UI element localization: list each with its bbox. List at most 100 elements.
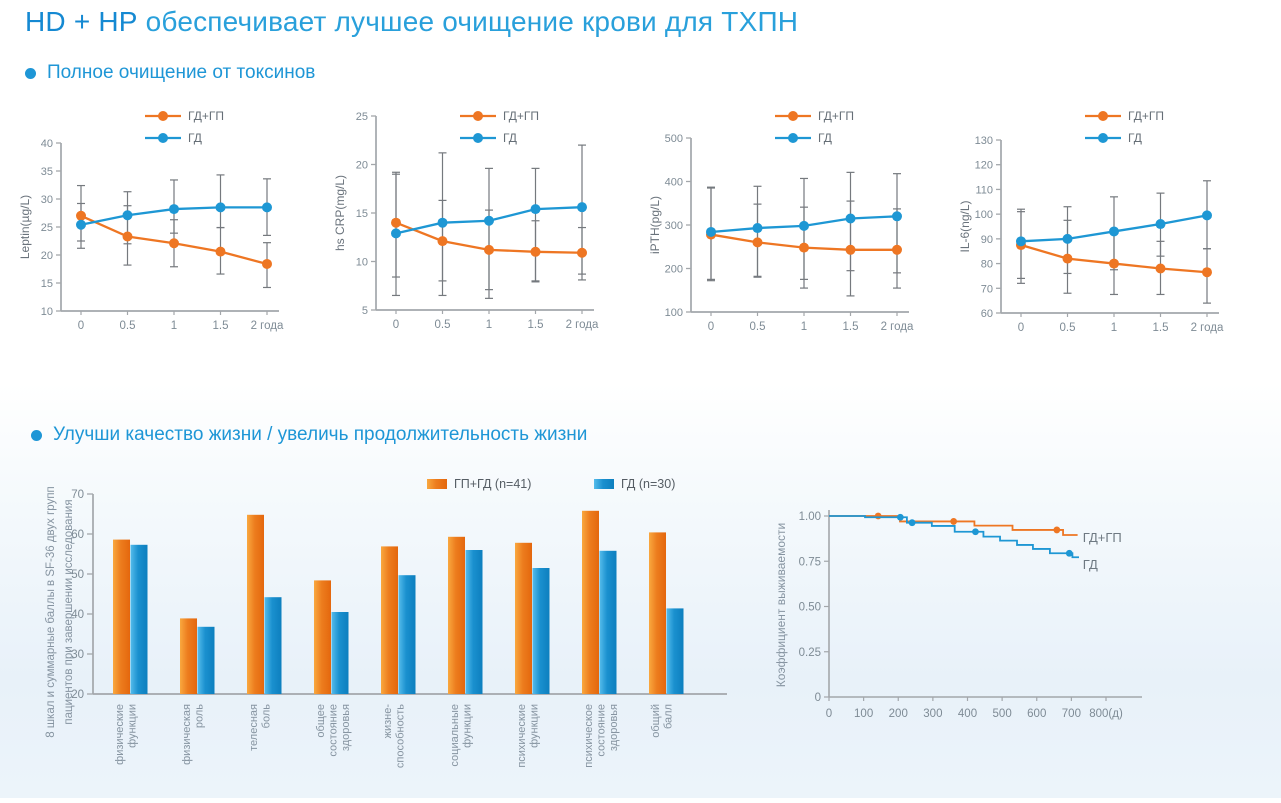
svg-text:130: 130 [975,135,993,147]
svg-text:400: 400 [958,708,977,720]
svg-text:боль: боль [261,704,273,729]
chart-sf36: 20 30 40 50 60 70 8 шкал и суммарные баллы в S… [20,452,765,798]
svg-text:ГД+ГП: ГД+ГП [1083,530,1122,545]
svg-text:состояние: состояние [328,704,340,757]
svg-text:2 года: 2 года [881,321,914,333]
survival-chart-svg: 0 0.25 0.50 0.75 1.00 0 100 200 300 400 500 600 700 8… [774,510,1142,720]
svg-text:ГД (n=30): ГД (n=30) [621,477,675,491]
svg-text:700: 700 [1062,708,1081,720]
svg-text:психические: психические [516,704,528,768]
svg-text:10: 10 [41,306,53,318]
chart-ipth: 100 200 300 400 500 0 0.5 1 1.5 2 года iPTH(pg/L) Г… [645,100,957,350]
svg-text:70: 70 [981,283,993,295]
svg-text:ГП+ГД (n=41): ГП+ГД (n=41) [454,477,531,491]
svg-text:40: 40 [71,609,84,621]
svg-text:1.00: 1.00 [799,511,821,523]
svg-text:100: 100 [665,307,683,319]
svg-text:15: 15 [356,208,368,220]
svg-text:2 года: 2 года [1191,322,1224,334]
svg-text:iPTH(pg/L): iPTH(pg/L) [648,196,662,254]
svg-text:0.25: 0.25 [799,647,821,659]
svg-text:физическая: физическая [181,704,193,765]
chart-il6: 60 70 80 90 100 110 120 130 0 0.5 1 1.5 2 года IL-6(n… [955,100,1267,350]
svg-text:200: 200 [665,264,683,276]
svg-text:IL-6(ng/L): IL-6(ng/L) [958,200,972,252]
svg-text:здоровья: здоровья [608,704,620,751]
svg-text:600: 600 [1027,708,1046,720]
svg-text:социальные: социальные [449,704,461,767]
svg-text:1.5: 1.5 [213,320,229,332]
svg-text:ГД: ГД [818,131,832,145]
svg-text:8 шкал и суммарные баллы в SF-: 8 шкал и суммарные баллы в SF-36 двух гр… [45,486,57,738]
svg-text:hs CRP(mg/L): hs CRP(mg/L) [333,175,347,251]
section-label: Полное очищение от токсинов [47,62,316,83]
svg-text:общий: общий [650,704,662,738]
svg-text:2 года: 2 года [251,320,284,332]
svg-text:ГД: ГД [503,131,517,145]
svg-text:80: 80 [981,259,993,271]
svg-text:90: 90 [981,234,993,246]
svg-text:100: 100 [854,708,873,720]
svg-text:1: 1 [801,321,807,333]
svg-text:здоровья: здоровья [340,704,352,751]
svg-text:ГД+ГП: ГД+ГП [1128,109,1164,123]
svg-text:способность: способность [395,704,407,768]
svg-text:ГД: ГД [1128,131,1142,145]
svg-text:40: 40 [41,138,53,150]
section-quality-of-life: Улучши качество жизни / увеличь продолжи… [31,424,587,446]
svg-text:20: 20 [41,250,53,262]
svg-text:15: 15 [41,278,53,290]
svg-text:0: 0 [393,319,399,331]
svg-text:0.5: 0.5 [120,320,136,332]
svg-text:1.5: 1.5 [1153,322,1169,334]
svg-text:10: 10 [356,257,368,269]
hs-crp-chart-svg: 5 10 15 20 25 0 0.5 1 1.5 2 года hs CRP(mg/L) ГД+ГП… [333,109,599,331]
svg-text:300: 300 [665,220,683,232]
svg-text:ГД+ГП: ГД+ГП [188,109,224,123]
svg-text:2 года: 2 года [566,319,599,331]
svg-text:ГД: ГД [188,131,202,145]
svg-text:роль: роль [194,704,206,728]
svg-text:500: 500 [665,133,683,145]
svg-text:100: 100 [975,209,993,221]
svg-text:0.5: 0.5 [1060,322,1076,334]
svg-text:1: 1 [171,320,177,332]
svg-text:состояние: состояние [596,704,608,757]
svg-text:35: 35 [41,166,53,178]
page-title: HD + HP обеспечивает лучшее очищение кро… [25,6,798,38]
svg-text:общее: общее [315,704,327,738]
svg-text:0: 0 [826,708,832,720]
svg-text:1: 1 [1111,322,1117,334]
svg-text:20: 20 [71,689,84,701]
chart-hs-crp: 5 10 15 20 25 0 0.5 1 1.5 2 года hs CRP(mg/L) ГД+ГП… [330,100,642,350]
svg-text:200: 200 [889,708,908,720]
svg-text:60: 60 [71,529,84,541]
svg-text:функции: функции [127,704,139,748]
svg-text:ГД: ГД [1083,557,1098,572]
svg-text:ГД+ГП: ГД+ГП [503,109,539,123]
svg-text:0: 0 [815,692,821,704]
svg-text:0.5: 0.5 [750,321,766,333]
svg-text:500: 500 [993,708,1012,720]
bullet-dot-icon [25,67,36,79]
svg-text:0.75: 0.75 [799,556,821,568]
chart-leptin: 10 15 20 25 30 35 40 0 0.5 1 1.5 2 года Leptin(µg/L)… [15,100,327,350]
svg-text:20: 20 [356,160,368,172]
svg-text:психическое: психическое [583,704,595,768]
svg-text:физические: физические [114,704,126,765]
svg-text:Коэффициент выживаемости: Коэффициент выживаемости [774,523,788,687]
svg-text:120: 120 [975,160,993,172]
svg-text:жизне-: жизне- [382,704,394,739]
svg-text:25: 25 [356,111,368,123]
svg-text:50: 50 [71,569,84,581]
svg-text:30: 30 [71,649,84,661]
svg-text:0: 0 [708,321,714,333]
svg-text:1.5: 1.5 [528,319,544,331]
svg-text:ГД+ГП: ГД+ГП [818,109,854,123]
chart-survival: 0 0.25 0.50 0.75 1.00 0 100 200 300 400 500 600 700 8… [770,460,1281,795]
page-title-rest: обеспечивает лучшее очищение крови для Т… [145,6,799,37]
svg-text:функции: функции [462,704,474,748]
svg-text:0.5: 0.5 [435,319,451,331]
section-label: Улучши качество жизни / увеличь продолжи… [53,424,588,445]
svg-text:0: 0 [78,320,84,332]
